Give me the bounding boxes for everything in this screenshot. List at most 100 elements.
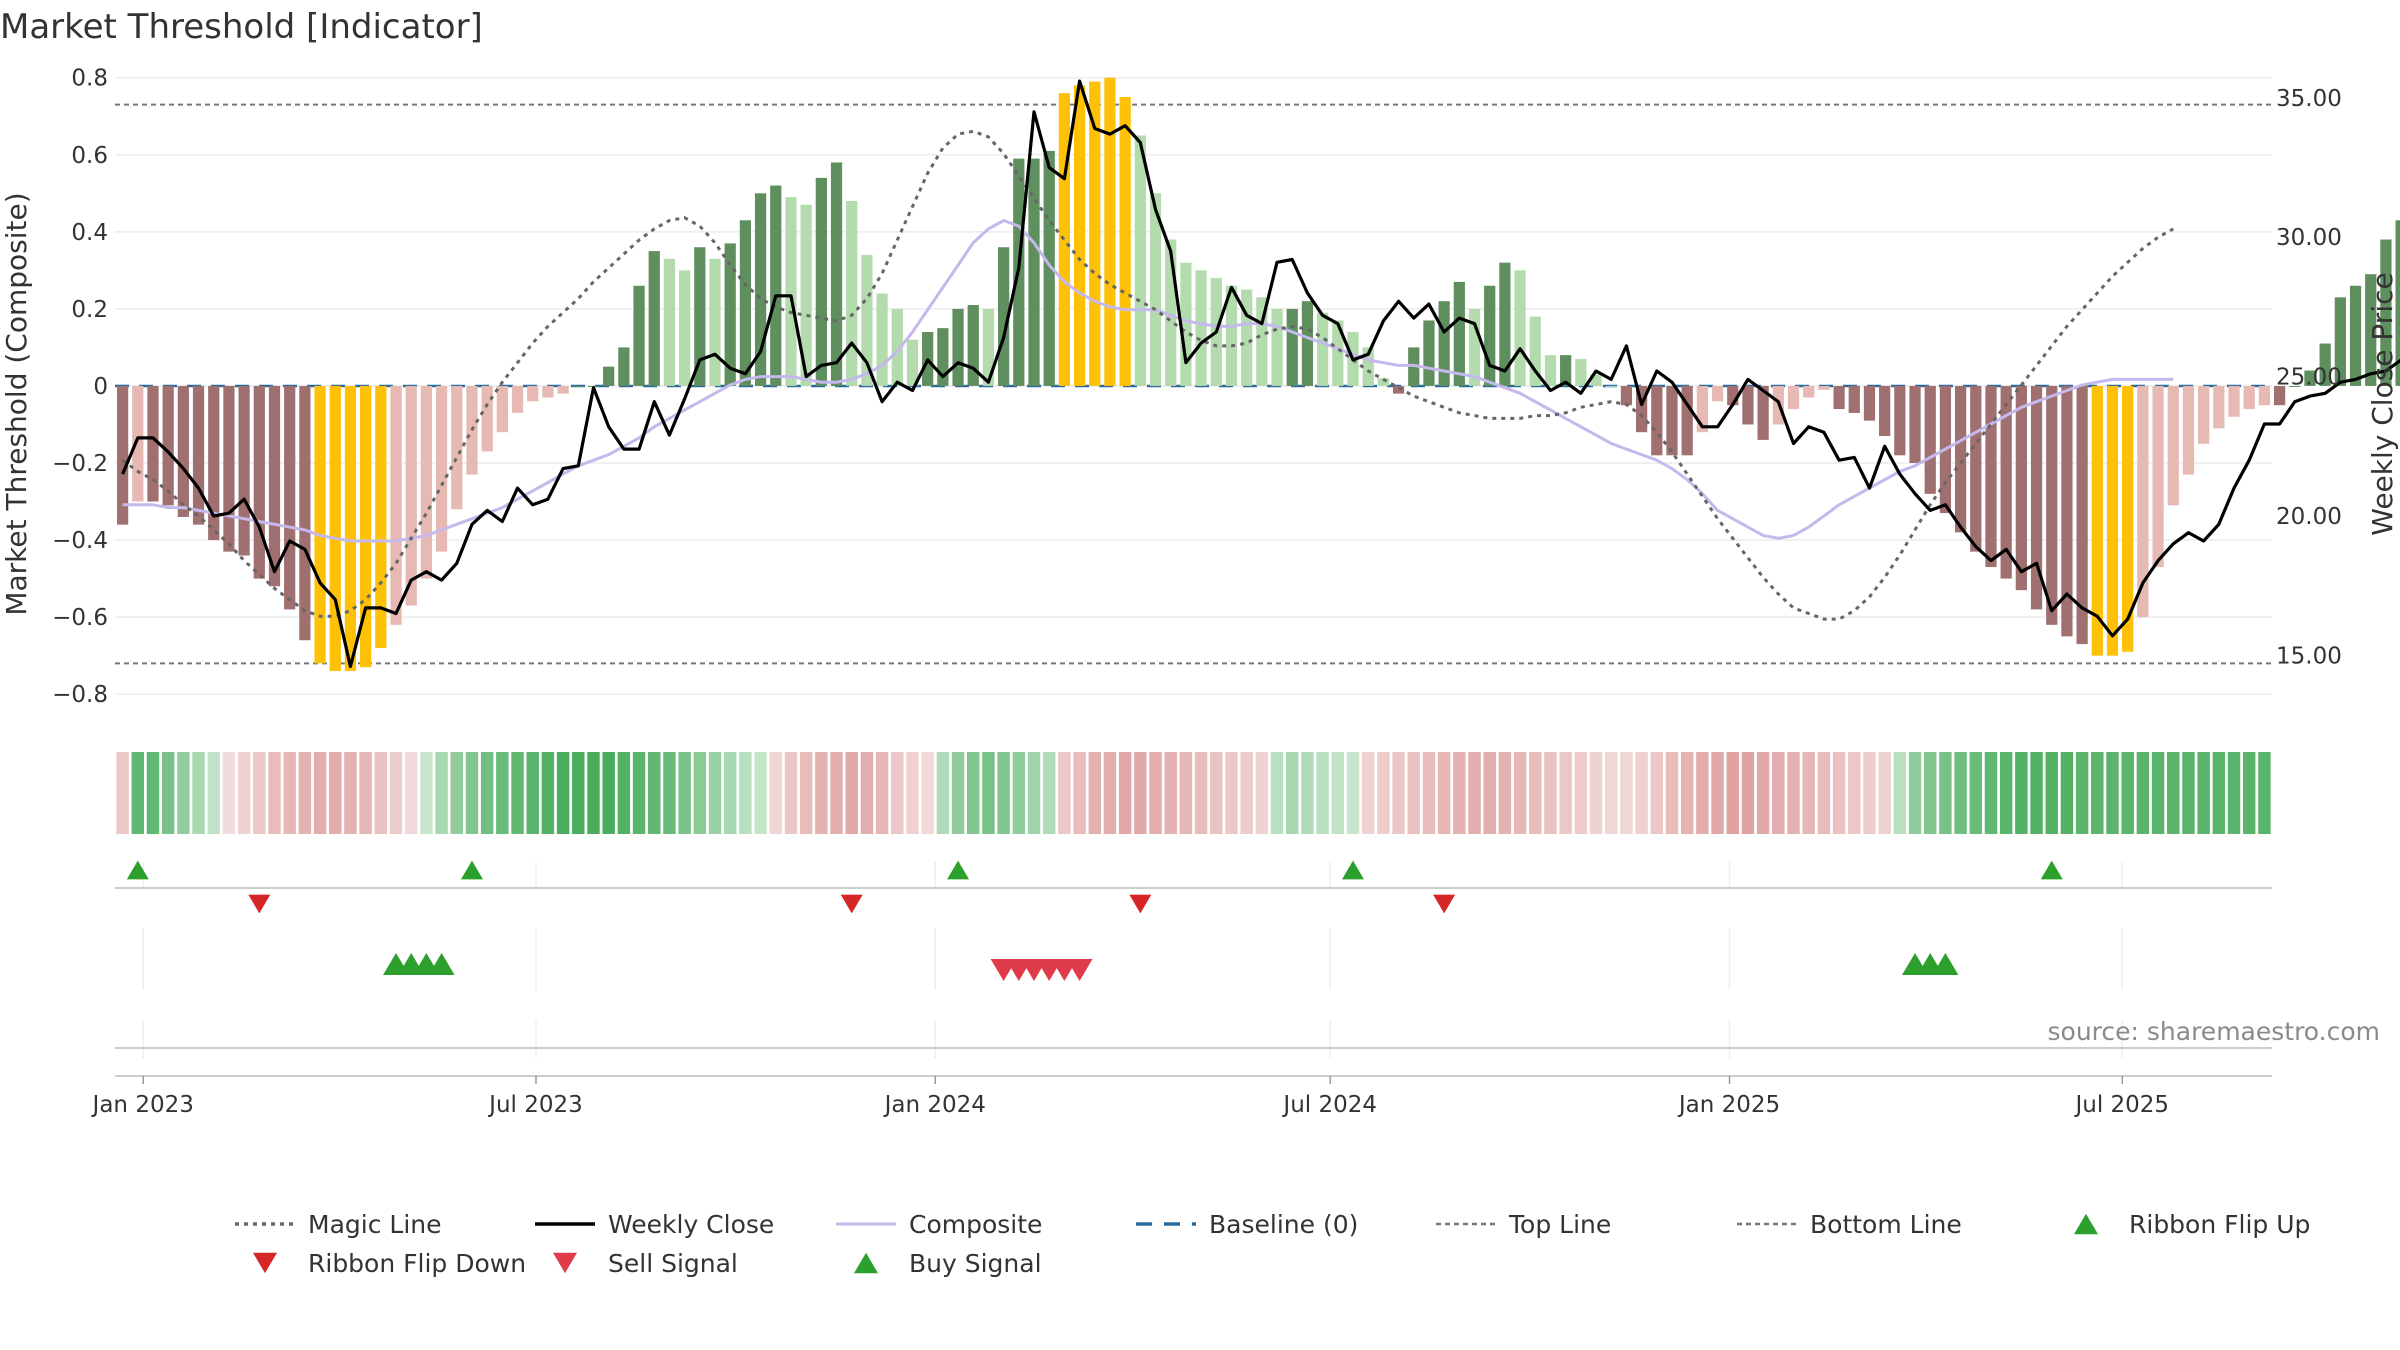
ribbon-cell — [921, 752, 934, 834]
composite-bar — [2198, 385, 2210, 444]
composite-bar — [1818, 385, 1830, 390]
ribbon-flip-down-marker — [248, 894, 271, 914]
composite-bar — [572, 385, 584, 387]
source-note: source: sharemaestro.com — [2048, 1017, 2381, 1046]
composite-bar — [679, 270, 691, 386]
composite-bar — [618, 347, 630, 386]
composite-bar — [1954, 385, 1967, 533]
ribbon-cell — [1149, 752, 1162, 834]
ribbon-cell — [1605, 752, 1618, 834]
ribbon-cell — [480, 752, 494, 834]
ribbon-cell — [1863, 752, 1876, 834]
ribbon-cell — [435, 752, 448, 834]
composite-bar — [861, 254, 873, 386]
legend-item: Composite — [836, 1210, 1042, 1239]
ribbon-cell — [2197, 752, 2210, 834]
composite-bar — [2395, 220, 2400, 386]
ribbon-cell — [1772, 752, 1785, 834]
composite-bar — [785, 197, 797, 386]
composite-bars — [116, 77, 2400, 672]
composite-bar — [1332, 320, 1344, 386]
ribbon-cell — [1437, 752, 1451, 834]
ribbon-cell — [663, 752, 676, 834]
y2-tick-label: 15.00 — [2276, 643, 2342, 669]
ribbon-cell — [1756, 752, 1770, 834]
ribbon-cell — [1954, 752, 1967, 834]
ribbon-cell — [389, 752, 403, 834]
composite-bar — [1468, 308, 1481, 386]
ribbon-cell — [723, 752, 737, 834]
composite-bar — [1134, 135, 1146, 386]
ribbon-cell — [784, 752, 798, 834]
composite-bar — [800, 204, 812, 386]
composite-bar — [1651, 385, 1663, 456]
ribbon-cell — [404, 752, 418, 834]
ribbon-flip-up-marker — [460, 860, 483, 880]
ribbon-cell — [253, 752, 266, 834]
composite-bar — [1073, 85, 1086, 386]
ribbon-cell — [2167, 752, 2180, 834]
composite-bar — [405, 385, 417, 606]
composite-bar — [1149, 193, 1162, 386]
ribbon-cell — [2136, 752, 2150, 834]
ribbon-cell — [1665, 752, 1679, 834]
composite-bar — [2076, 385, 2088, 645]
x-tick-label: Jan 2024 — [883, 1092, 986, 1118]
ribbon-cell — [1027, 752, 1041, 834]
legend-marker — [553, 1252, 577, 1274]
composite-bar — [192, 385, 205, 525]
price-lines — [121, 79, 2400, 669]
ribbon-cell — [192, 752, 205, 834]
composite-bar — [2243, 385, 2255, 410]
composite-bar — [2365, 274, 2377, 386]
ribbon-cell — [222, 752, 236, 834]
ribbon-cell — [1164, 752, 1177, 834]
legend-item: Bottom Line — [1737, 1210, 1962, 1239]
composite-bar — [420, 385, 433, 579]
x-tick-label: Jul 2025 — [2073, 1092, 2169, 1118]
ribbon-cell — [2242, 752, 2256, 834]
composite-bar — [375, 385, 387, 648]
composite-bar — [2380, 239, 2392, 386]
ribbon-cell — [1726, 752, 1739, 834]
composite-bar — [542, 385, 554, 398]
ribbon-cell — [1346, 752, 1360, 834]
legend-label: Ribbon Flip Down — [308, 1249, 526, 1278]
composite-bar — [1742, 385, 1754, 425]
ribbon-cell — [2075, 752, 2089, 834]
y-tick-label: 0.4 — [71, 220, 108, 246]
composite-bar — [2137, 385, 2149, 618]
composite-bar — [527, 385, 539, 402]
composite-bar — [223, 385, 235, 552]
ribbon-cell — [131, 752, 145, 834]
ribbon-cell — [1194, 752, 1208, 834]
composite-bar — [1711, 385, 1724, 402]
ribbon-cell — [359, 752, 372, 834]
composite-bar — [1985, 385, 1997, 568]
y-tick-label: 0.8 — [71, 66, 108, 92]
composite-bar — [1970, 385, 1982, 552]
ribbon-cell — [2212, 752, 2226, 834]
ribbon-cell — [1225, 752, 1238, 834]
chart-title: Market Threshold [Indicator] — [0, 7, 483, 47]
ribbon-cell — [161, 752, 175, 834]
composite-bar — [2258, 385, 2271, 406]
composite-bar — [694, 247, 706, 386]
ribbon-cell — [1210, 752, 1223, 834]
composite-bar — [967, 305, 979, 386]
x-tick-label: Jan 2025 — [1677, 1092, 1780, 1118]
ribbon-cell — [268, 752, 281, 834]
composite-bar — [177, 385, 189, 517]
ribbon-cell — [2106, 752, 2119, 834]
composite-bar — [208, 385, 220, 541]
ribbon-cell — [1073, 752, 1086, 834]
legend-label: Baseline (0) — [1209, 1210, 1358, 1239]
composite-bar — [1909, 385, 1921, 463]
ribbon-cell — [496, 752, 509, 834]
composite-bar — [147, 385, 159, 502]
composite-line — [122, 218, 2174, 543]
composite-bar — [1833, 385, 1845, 410]
y-axis-label: Market Threshold (Composite) — [0, 192, 33, 615]
composite-bar — [2091, 385, 2103, 656]
ribbon-cell — [678, 752, 691, 834]
